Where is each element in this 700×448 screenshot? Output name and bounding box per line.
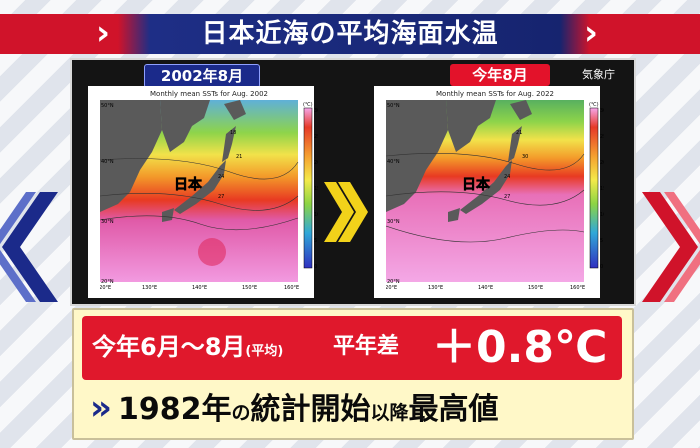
lon-tick-label: 150°E — [528, 285, 543, 290]
title-bar — [0, 14, 700, 54]
colorbar-unit: (℃) — [589, 102, 599, 108]
lat-tick-label: 30°N — [387, 219, 400, 225]
tag-this-year: 今年8月 — [450, 64, 550, 86]
record-stats: 統計開始 — [250, 392, 371, 427]
colorbar-tick-label: 25 — [314, 134, 318, 140]
page-title: 日本近海の平均海面水温 — [201, 19, 499, 49]
lon-tick-label: 160°E — [570, 285, 585, 290]
summary-red-banner — [82, 316, 622, 380]
colorbar-tick-label: 20 — [314, 160, 318, 166]
record-high: 最高値 — [408, 392, 499, 427]
lon-tick-label: 140°E — [478, 285, 493, 290]
lon-tick-label: 120°E — [386, 285, 397, 290]
colorbar-tick-label: 30 — [314, 108, 318, 114]
lat-tick-label: 40°N — [387, 159, 400, 165]
lat-tick-label: 20°N — [101, 279, 114, 285]
sst-map-2002: 50°N 40°N 30°N 20°N120°E 130°E 140°E 150°E 160°… — [100, 100, 318, 290]
transition-arrow-icon — [324, 182, 368, 242]
lat-tick-label: 20°N — [387, 279, 400, 285]
lon-tick-label: 160°E — [284, 285, 299, 290]
sst-map-this-year: 50°N 40°N 30°N 20°N120°E 130°E 140°E 150°E 160°… — [386, 100, 604, 290]
lat-tick-label: 40°N — [101, 159, 114, 165]
lon-tick-label: 140°E — [192, 285, 207, 290]
contour-label: 21 — [236, 154, 242, 160]
summary-diff-value: ＋0.8℃ — [432, 322, 608, 373]
colorbar-tick-label: 15 — [600, 186, 604, 192]
lon-tick-label: 120°E — [100, 285, 111, 290]
contour-label: 24 — [504, 174, 510, 180]
colorbar-tick-label: 10 — [314, 212, 318, 218]
japan-label-right: 日本 — [462, 177, 491, 194]
tag-2002: 2002年8月 — [144, 64, 260, 88]
contour-label: 21 — [516, 130, 522, 136]
contour-label: 18 — [230, 130, 236, 136]
record-line: » 1982年の統計開始以降最高値 — [90, 386, 499, 430]
title-chevron-right-icon: › — [584, 13, 599, 53]
summary-period-note: (平均) — [245, 344, 284, 359]
lat-tick-label: 50°N — [101, 103, 114, 109]
colorbar-tick-label: 30 — [600, 108, 604, 114]
colorbar-tick-label: 0 — [314, 264, 317, 270]
map-2002-caption: Monthly mean SSTs for Aug. 2002 — [150, 90, 268, 98]
title-chevron-icon: › — [96, 13, 111, 53]
agency-label: 気象庁 — [582, 68, 615, 81]
summary-period: 今年6月～8月(平均) — [92, 322, 283, 377]
right-chevron-decoration — [642, 192, 700, 302]
colorbar-tick-label: 15 — [314, 186, 318, 192]
colorbar-unit: (℃) — [303, 102, 313, 108]
record-no: の — [231, 402, 251, 424]
contour-label: 27 — [504, 194, 510, 200]
summary-period-text: 今年6月～8月 — [92, 333, 246, 361]
japan-label-left: 日本 — [174, 177, 203, 194]
lat-tick-label: 30°N — [101, 219, 114, 225]
contour-label: 27 — [218, 194, 224, 200]
record-since: 以降 — [370, 402, 409, 424]
map-this-year-caption: Monthly mean SSTs for Aug. 2022 — [436, 90, 554, 98]
contour-label: 30 — [522, 154, 528, 160]
record-chevron-icon: » — [90, 388, 112, 428]
contour-label: 24 — [218, 174, 224, 180]
colorbar-tick-label: 20 — [600, 160, 604, 166]
colorbar-tick-label: 0 — [600, 264, 603, 270]
lat-tick-label: 50°N — [387, 103, 400, 109]
lon-tick-label: 130°E — [142, 285, 157, 290]
colorbar-tick-label: 25 — [600, 134, 604, 140]
left-chevron-decoration — [0, 192, 58, 302]
summary-diff-label: 平年差 — [333, 334, 400, 359]
colorbar-tick-label: 10 — [600, 212, 604, 218]
lon-tick-label: 130°E — [428, 285, 443, 290]
colorbar-tick-label: 5 — [314, 238, 317, 244]
colorbar-tick-label: 5 — [600, 238, 603, 244]
lon-tick-label: 150°E — [242, 285, 257, 290]
record-main: 1982年 — [117, 392, 232, 427]
